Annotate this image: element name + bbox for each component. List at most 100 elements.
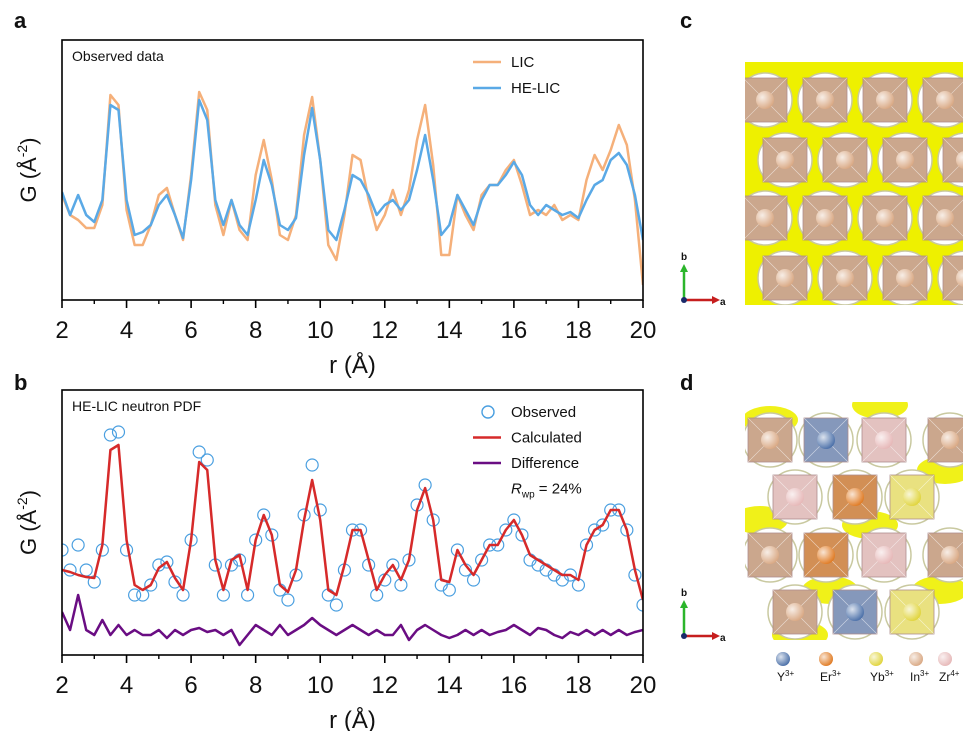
atom-shine: [761, 431, 779, 449]
atom-shine: [956, 269, 963, 287]
atom-shine: [816, 209, 834, 227]
panel-label: b: [14, 370, 27, 395]
chart: 2 4 6 8 10 12 14 16 18 20 r (Å) G (Å-2) HE-LIC neutr…: [14, 389, 657, 731]
plot-frame: [61, 39, 644, 301]
ion-charge: 3+: [885, 669, 894, 678]
ion-label: Zr4+: [939, 669, 960, 684]
legend-label: LIC: [511, 54, 535, 71]
legend-label: Calculated: [511, 430, 582, 447]
x-axis-label: r (Å): [329, 351, 376, 379]
legend-atom-shine: [909, 652, 923, 666]
rwp-rest: = 24%: [535, 481, 582, 498]
data-point: [636, 598, 643, 612]
data-point: [475, 553, 489, 567]
structure-c: [745, 62, 963, 305]
legend-atom-shine: [869, 652, 883, 666]
plot-area: [62, 425, 643, 647]
data-point: [192, 445, 206, 459]
axis-label-a: a: [720, 297, 726, 308]
x-tick-label: 20: [630, 672, 657, 699]
polyhedron: [942, 137, 963, 183]
data-point: [450, 543, 465, 557]
x-tick-label: 14: [436, 317, 463, 344]
rwp-main: R: [511, 481, 522, 498]
atom-shine: [875, 431, 893, 449]
atom-shine: [876, 91, 894, 109]
data-point: [499, 523, 513, 537]
y-axis-label: G (Å-2): [14, 137, 41, 202]
ion-element: Yb: [870, 670, 885, 684]
y-axis-label-end: ): [16, 490, 41, 497]
ion-element: Er: [820, 670, 832, 684]
x-tick-label: 14: [436, 672, 463, 699]
atom-shine: [936, 209, 954, 227]
data-point: [128, 588, 142, 602]
data-point: [579, 538, 594, 552]
x-tick-label: 2: [55, 317, 68, 344]
panel-label: c: [680, 8, 692, 33]
data-point: [257, 508, 271, 522]
legend-atom-shine: [938, 652, 952, 666]
legend-atom-shine: [819, 652, 833, 666]
atom-shine: [836, 151, 854, 169]
ion-charge: 3+: [920, 669, 929, 678]
x-tick-label: 18: [565, 672, 592, 699]
x-tick-label: 8: [249, 317, 262, 344]
x-tick-label: 16: [501, 672, 528, 699]
data-point: [386, 558, 400, 572]
data-point: [587, 523, 602, 537]
axis-arrowhead-a: [712, 296, 720, 304]
legend-label: Observed: [511, 404, 576, 421]
data-point: [281, 593, 295, 607]
y-axis-label-sup: -2: [14, 497, 30, 510]
x-tick-label: 6: [184, 672, 197, 699]
ion-label: Y3+: [777, 669, 794, 684]
atom-shine: [941, 431, 959, 449]
x-tick-label: 2: [55, 672, 68, 699]
ion-element: Zr: [939, 670, 950, 684]
axis-origin: [681, 297, 687, 303]
atom-shine: [903, 488, 921, 506]
plot-area: [62, 90, 643, 286]
legend-label: Difference: [511, 455, 579, 472]
panel-label: d: [680, 370, 693, 395]
legend-label: HE-LIC: [511, 80, 560, 97]
data-point: [103, 428, 118, 442]
data-point: [305, 458, 319, 472]
series-line: [62, 98, 643, 242]
x-tick-label: 4: [120, 317, 133, 344]
data-point: [596, 518, 610, 532]
x-tick-label: 6: [184, 317, 197, 344]
ion-charge: 4+: [950, 669, 959, 678]
legend-atom-shine: [776, 652, 790, 666]
atom-shine: [816, 91, 834, 109]
axis-arrowhead-a: [712, 632, 720, 640]
atom-shine: [756, 209, 774, 227]
y-axis-label-end: ): [16, 137, 41, 144]
series-line: [62, 593, 643, 647]
y-axis-label-sup: -2: [14, 145, 30, 158]
x-tick-label: 20: [630, 317, 657, 344]
ion-label: In3+: [910, 669, 929, 684]
y-axis-label-main: G (Å: [16, 157, 41, 203]
atom-shine: [817, 431, 835, 449]
data-point: [515, 528, 529, 542]
axis-arrowhead-b: [680, 600, 688, 608]
x-tick-label: 8: [249, 672, 262, 699]
rwp-sub: wp: [521, 490, 535, 501]
ion-charge: 3+: [832, 669, 841, 678]
atom-shine: [896, 269, 914, 287]
data-point: [62, 543, 69, 557]
polyhedron-edge: [942, 137, 963, 183]
structure-d: [745, 402, 963, 640]
atom-shine: [776, 269, 794, 287]
atom-shine: [941, 546, 959, 564]
x-tick-label: 12: [371, 672, 398, 699]
atom-shine: [896, 151, 914, 169]
data-point: [200, 453, 214, 467]
atom-shine: [776, 151, 794, 169]
atom-shine: [836, 269, 854, 287]
ion-element: Y: [777, 670, 785, 684]
axis-origin: [681, 633, 687, 639]
